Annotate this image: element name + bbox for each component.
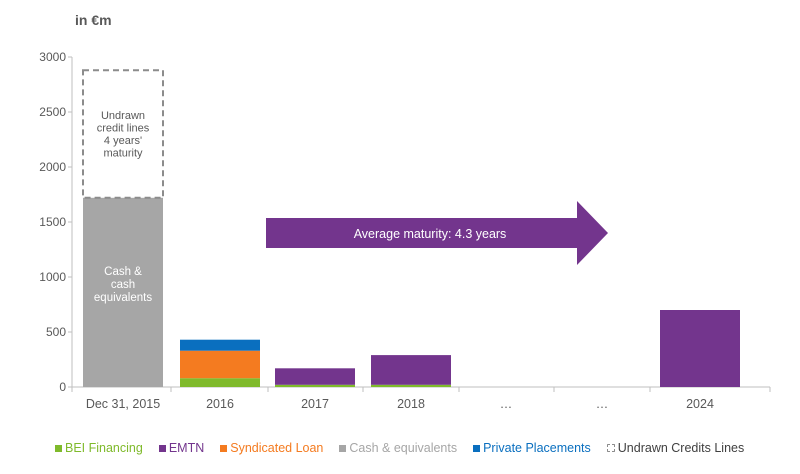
bar-emtn-6 <box>660 310 740 387</box>
x-tick-label: 2024 <box>686 397 714 411</box>
legend-item-cash: Cash & equivalents <box>339 441 457 455</box>
bar-bei-1 <box>180 378 260 387</box>
cash-annotation-line: cash <box>111 279 135 291</box>
legend-label-cash: Cash & equivalents <box>349 441 458 455</box>
legend-item-emtn: EMTN <box>158 441 205 455</box>
y-tick-label: 3000 <box>39 50 66 64</box>
bar-emtn-3 <box>371 355 451 385</box>
bar-emtn-2 <box>275 368 355 385</box>
undrawn-annotation-line: 4 years' <box>104 135 142 147</box>
x-tick-label: 2017 <box>301 397 329 411</box>
cash-annotation-line: equivalents <box>94 292 152 304</box>
unit-label: in €m <box>75 12 112 28</box>
legend-swatch-syndicated <box>220 444 228 452</box>
x-tick-label: 2016 <box>206 397 234 411</box>
legend-label-syndicated: Syndicated Loan <box>230 441 324 455</box>
cash-annotation-line: Cash & <box>104 266 142 278</box>
bar-undrawn-0 <box>82 69 164 199</box>
legend-swatch-undrawn <box>606 444 615 452</box>
x-tick-label: … <box>596 397 609 411</box>
y-tick-label: 1000 <box>39 270 66 284</box>
legend-swatch-bei <box>55 444 62 452</box>
x-tick-label: … <box>500 397 513 411</box>
y-tick-label: 1500 <box>39 215 66 229</box>
maturity-arrow-label: Average maturity: 4.3 years <box>354 227 507 241</box>
maturity-arrow <box>266 201 608 265</box>
legend-label-undrawn: Undrawn Credits Lines <box>617 441 745 455</box>
y-tick-label: 2500 <box>39 105 66 119</box>
legend-item-undrawn: Undrawn Credits Lines <box>606 441 745 455</box>
legend: BEI Financing EMTN Syndicated Loan Cash & e… <box>55 437 795 459</box>
bar-private-1 <box>180 339 260 351</box>
legend-item-private: Private Placements <box>473 441 591 455</box>
undrawn-annotation-line: Undrawn <box>101 110 145 122</box>
undrawn-annotation-line: maturity <box>103 148 143 160</box>
y-tick-label: 500 <box>46 325 66 339</box>
x-tick-label: Dec 31, 2015 <box>86 397 160 411</box>
legend-swatch-private <box>473 444 481 452</box>
bar-syndicated-1 <box>180 350 260 379</box>
legend-swatch-cash <box>339 444 347 452</box>
y-tick-label: 2000 <box>39 160 66 174</box>
bar-cash-0 <box>83 197 163 387</box>
legend-label-emtn: EMTN <box>168 441 205 455</box>
undrawn-annotation-line: credit lines <box>97 123 150 135</box>
legend-label-bei: BEI Financing <box>65 441 143 455</box>
bar-bei-2 <box>275 384 355 387</box>
legend-item-bei: BEI Financing <box>55 441 143 455</box>
legend-swatch-emtn <box>158 444 166 452</box>
bar-bei-3 <box>371 384 451 387</box>
legend-label-private: Private Placements <box>483 441 591 455</box>
legend-item-syndicated: Syndicated Loan <box>220 441 323 455</box>
y-tick-label: 0 <box>59 380 66 394</box>
x-tick-label: 2018 <box>397 397 425 411</box>
